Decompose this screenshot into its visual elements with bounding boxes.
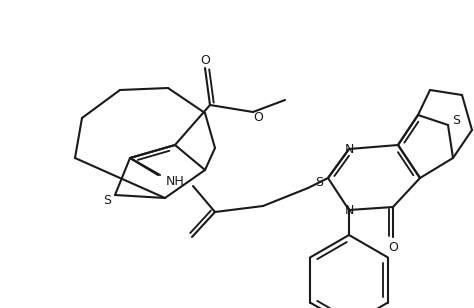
Text: O: O bbox=[200, 54, 210, 67]
Text: S: S bbox=[452, 114, 460, 127]
Text: N: N bbox=[344, 143, 354, 156]
Text: S: S bbox=[315, 176, 323, 188]
Text: O: O bbox=[253, 111, 263, 124]
Text: N: N bbox=[344, 204, 354, 217]
Text: O: O bbox=[388, 241, 398, 253]
Text: S: S bbox=[103, 193, 111, 206]
Text: NH: NH bbox=[165, 175, 184, 188]
